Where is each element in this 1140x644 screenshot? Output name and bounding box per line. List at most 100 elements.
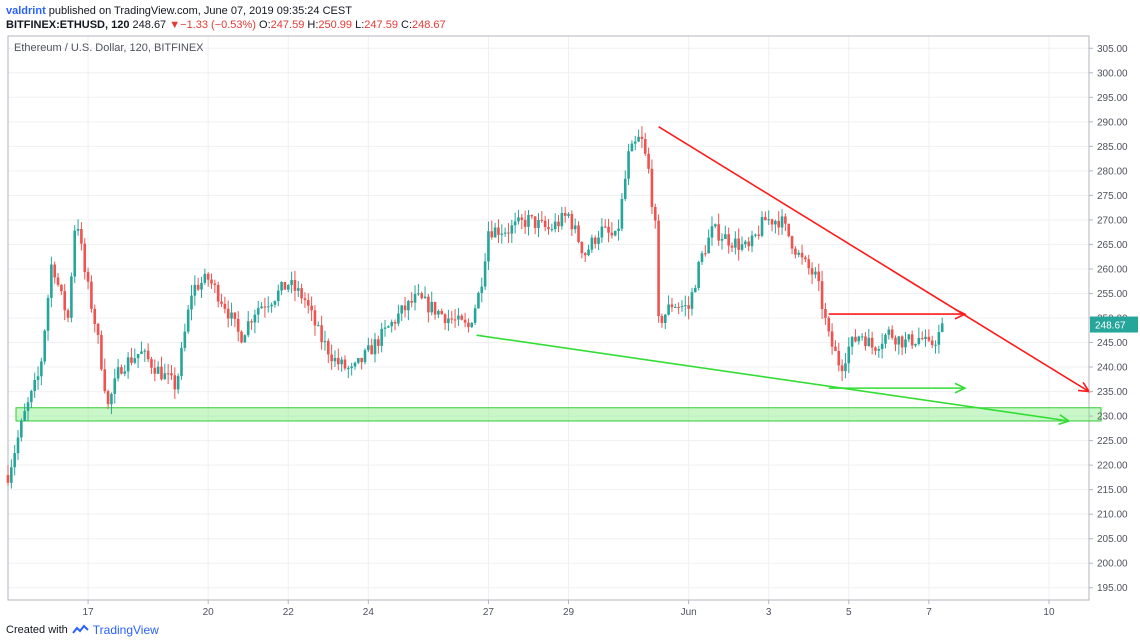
candle-body (737, 238, 740, 250)
open-value: 247.59 (270, 19, 305, 31)
y-tick-label: 210.00 (1097, 510, 1128, 521)
candle-body (350, 366, 353, 369)
candle-body (36, 376, 40, 381)
candle-body (523, 219, 527, 227)
candle-body (120, 367, 123, 374)
candle-body (296, 288, 300, 291)
candle-body (483, 261, 487, 287)
published-text: published on TradingView.com, June 07, 2… (48, 5, 352, 17)
candle-body (73, 230, 77, 277)
candle-body (417, 293, 420, 295)
candle-body (637, 136, 640, 142)
candle-body (714, 224, 717, 227)
candle-body (557, 221, 560, 227)
green-arrowhead (1058, 414, 1071, 426)
candle-body (550, 229, 554, 231)
candle-body (467, 322, 470, 328)
candle-body (744, 241, 747, 245)
candle-body (547, 227, 550, 230)
candle-body (600, 226, 604, 238)
candle-body (330, 354, 333, 362)
candle-body (397, 313, 400, 324)
candle-body (60, 284, 63, 292)
trendlines-layer (476, 126, 1091, 426)
support-zone (15, 407, 1102, 422)
candle-body (206, 273, 210, 280)
candle-body (917, 338, 921, 344)
candle-body (373, 339, 377, 355)
candle-body (30, 391, 33, 403)
candle-body (837, 350, 841, 366)
candle-body (583, 253, 587, 256)
publish-line: valdrint published on TradingView.com, J… (6, 5, 352, 17)
candle-body (567, 213, 570, 216)
candle-body (303, 298, 307, 301)
candle-body (86, 271, 90, 282)
candle-body (717, 224, 720, 241)
candle-body (153, 367, 157, 374)
y-tick-label: 300.00 (1097, 68, 1128, 79)
candle-body (870, 337, 874, 348)
candle-body (927, 336, 931, 341)
candle-body (50, 264, 53, 298)
candle-body (226, 308, 230, 319)
y-tick-label: 290.00 (1097, 117, 1128, 128)
candle-body (410, 300, 414, 303)
candle-body (613, 230, 617, 236)
candle-body (560, 213, 564, 227)
x-tick-label: Jun (681, 607, 697, 618)
candle-body (867, 337, 871, 347)
candle-body (513, 221, 517, 226)
candle-body (430, 301, 434, 313)
candle-body (110, 393, 113, 405)
candle-body (894, 337, 897, 345)
candle-body (306, 300, 310, 306)
y-tick-label: 275.00 (1097, 191, 1128, 202)
candle-body (423, 296, 427, 299)
candle-body (96, 323, 100, 335)
y-tick-label: 200.00 (1097, 559, 1128, 570)
candle-body (643, 139, 647, 154)
candle-body (727, 234, 730, 246)
candle-body (824, 309, 827, 318)
author-name[interactable]: valdrint (6, 5, 46, 17)
candle-body (13, 453, 16, 468)
red-arrowhead (954, 308, 967, 320)
candle-body (340, 359, 343, 365)
candle-body (407, 300, 410, 311)
high-value: 250.99 (318, 19, 353, 31)
candle-body (16, 437, 20, 454)
candle-body (126, 357, 130, 372)
candle-body (76, 229, 80, 231)
candle-body (520, 217, 524, 220)
candle-body (116, 367, 120, 379)
candle-body (760, 217, 764, 236)
y-tick-label: 280.00 (1097, 166, 1128, 177)
candle-body (734, 238, 737, 248)
candle-body (323, 341, 327, 343)
candle-body (897, 336, 901, 345)
candle-body (633, 141, 637, 144)
candle-body (300, 288, 303, 299)
candle-body (380, 328, 383, 346)
candle-body (844, 363, 847, 372)
candle-body (697, 261, 700, 288)
candle-body (884, 334, 887, 344)
candle-body (874, 347, 877, 351)
candle-body (683, 305, 687, 307)
candle-body (353, 362, 357, 367)
candle-body (473, 308, 477, 323)
tradingview-brand[interactable]: TradingView (92, 623, 159, 637)
candle-body (827, 317, 831, 332)
candle-body (597, 237, 600, 244)
candle-body (316, 325, 320, 327)
candle-body (540, 219, 544, 221)
candle-body (186, 309, 190, 332)
candle-body (864, 336, 867, 347)
candles-layer (6, 126, 944, 489)
candle-body (780, 216, 784, 228)
candle-body (143, 350, 147, 352)
candle-body (804, 257, 807, 260)
y-tick-label: 240.00 (1097, 363, 1128, 374)
